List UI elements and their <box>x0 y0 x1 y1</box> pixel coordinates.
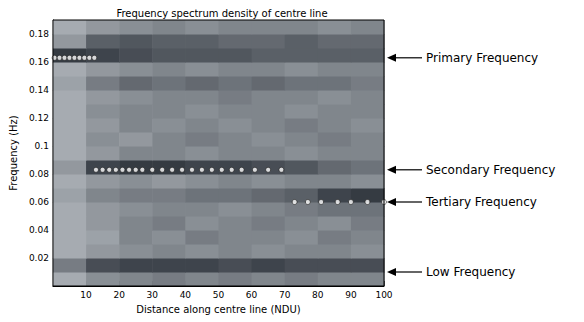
svg-text:30: 30 <box>147 290 159 300</box>
svg-text:40: 40 <box>180 290 192 300</box>
svg-text:50: 50 <box>213 290 225 300</box>
svg-text:Frequency spectrum density of: Frequency spectrum density of centre lin… <box>116 8 327 19</box>
svg-text:60: 60 <box>246 290 258 300</box>
svg-text:0.14: 0.14 <box>29 85 49 95</box>
svg-text:10: 10 <box>80 290 92 300</box>
svg-text:90: 90 <box>345 290 357 300</box>
svg-text:Distance along centre line (ND: Distance along centre line (NDU) <box>136 304 301 315</box>
svg-text:Primary Frequency: Primary Frequency <box>426 51 538 65</box>
svg-text:70: 70 <box>279 290 291 300</box>
svg-text:0.12: 0.12 <box>29 113 49 123</box>
svg-text:0.04: 0.04 <box>29 225 49 235</box>
svg-text:80: 80 <box>312 290 324 300</box>
svg-text:Low Frequency: Low Frequency <box>426 265 515 279</box>
svg-text:0.08: 0.08 <box>29 169 49 179</box>
svg-text:0.06: 0.06 <box>29 197 49 207</box>
svg-text:20: 20 <box>113 290 125 300</box>
svg-text:0.16: 0.16 <box>29 57 49 67</box>
svg-text:0.18: 0.18 <box>29 29 49 39</box>
svg-text:100: 100 <box>375 290 392 300</box>
svg-text:Tertiary Frequency: Tertiary Frequency <box>425 195 537 209</box>
svg-text:0.1: 0.1 <box>35 141 49 151</box>
svg-text:Secondary Frequency: Secondary Frequency <box>426 163 555 177</box>
svg-text:0.02: 0.02 <box>29 253 49 263</box>
svg-text:Frequency (Hz): Frequency (Hz) <box>8 115 19 191</box>
